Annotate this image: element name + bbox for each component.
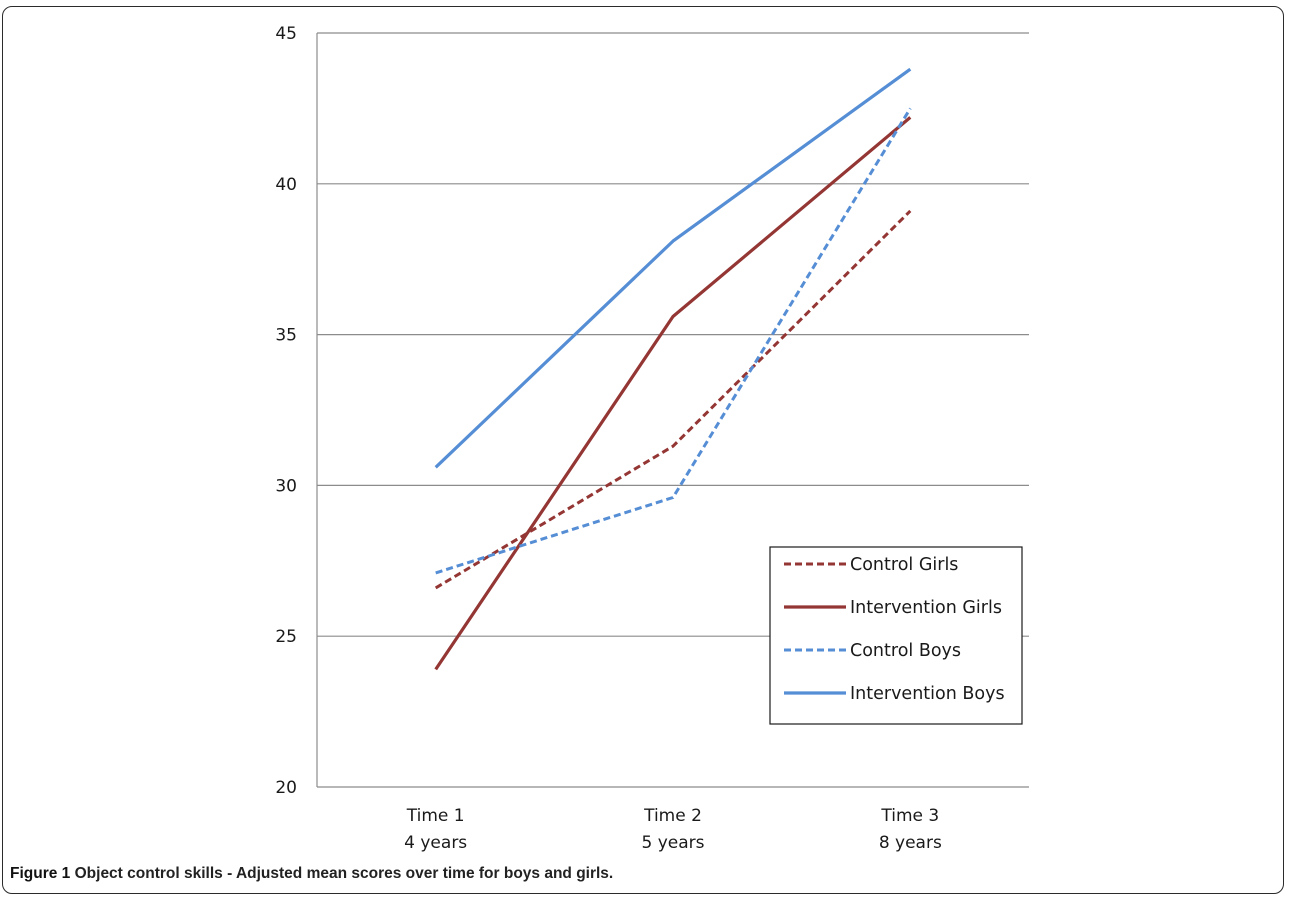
x-axis-ticks: Time 1 4 years Time 2 5 years Time 3 8 years [404, 806, 942, 853]
y-tick-label: 25 [275, 627, 297, 647]
x-tick-label: Time 3 [880, 806, 939, 826]
figure-label: Figure 1 [10, 865, 71, 882]
legend: Control Girls Intervention Girls Control B… [769, 546, 1023, 725]
legend-label-control-boys: Control Boys [850, 641, 961, 661]
figure-caption-text: Object control skills - Adjusted mean sc… [74, 865, 614, 882]
x-tick-label: Time 2 [643, 806, 702, 826]
y-axis-ticks: 20 25 30 35 40 45 [275, 24, 297, 798]
legend-label-control-girls: Control Girls [850, 555, 958, 575]
series-line-control-girls [434, 209, 912, 590]
x-tick-label: Time 1 [406, 806, 465, 826]
figure-frame [2, 6, 1284, 894]
x-tick-label: 5 years [641, 833, 704, 853]
y-tick-label: 20 [275, 778, 297, 798]
series-line-intervention-girls [434, 116, 912, 671]
series-line-intervention-boys [434, 67, 912, 469]
y-tick-label: 30 [275, 476, 297, 496]
y-tick-label: 45 [275, 24, 297, 44]
figure-caption: Figure 1 Object control skills - Adjuste… [10, 865, 613, 883]
series-line-control-boys [435, 107, 912, 575]
y-tick-label: 35 [275, 326, 297, 346]
x-tick-label: 4 years [404, 833, 467, 853]
y-tick-label: 40 [275, 175, 297, 195]
legend-label-intervention-boys: Intervention Boys [850, 684, 1005, 704]
series-lines [434, 67, 912, 671]
x-tick-label: 8 years [879, 833, 942, 853]
legend-label-intervention-girls: Intervention Girls [850, 598, 1002, 618]
